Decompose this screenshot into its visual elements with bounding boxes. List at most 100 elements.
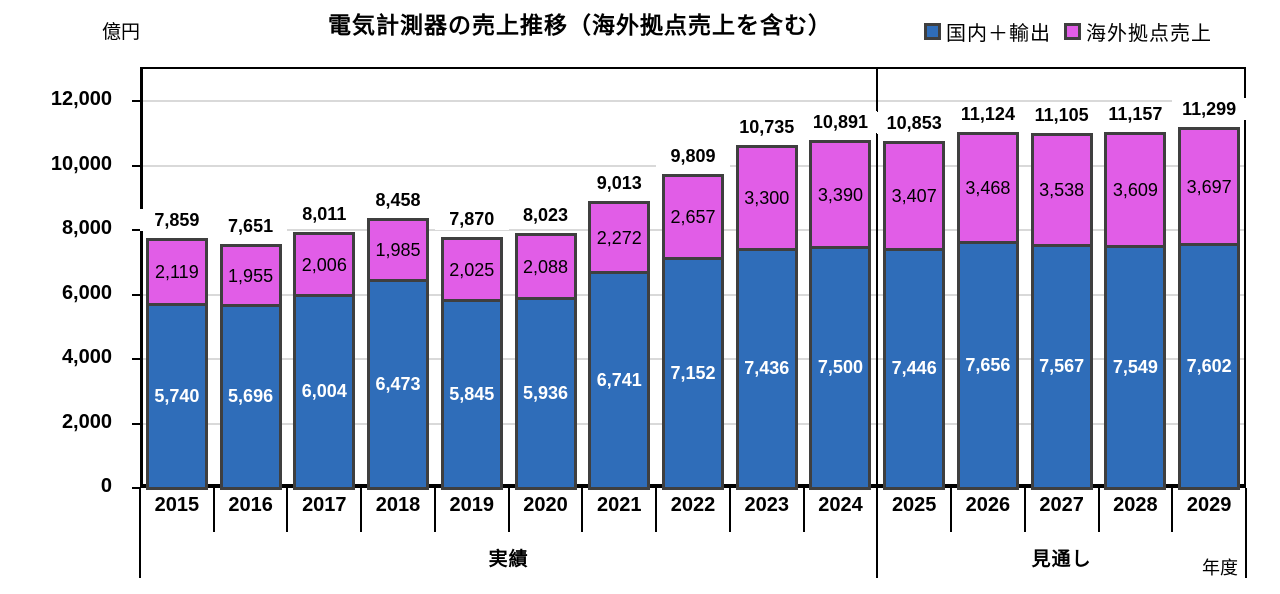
legend-label-overseas: 海外拠点売上: [1086, 23, 1212, 45]
year-label-2018: 2018: [375, 494, 421, 516]
bar-segment-domestic-2024: [809, 246, 871, 490]
bar-value-overseas-2025: 3,407: [891, 186, 937, 206]
bar-segment-domestic-2017: [293, 294, 355, 490]
year-label-2020: 2020: [523, 494, 568, 516]
y-axis-tick-2000-icon: [132, 422, 140, 425]
bar-total-label-2027: 11,105: [1024, 104, 1099, 126]
legend: 国内＋輸出 海外拠点売上: [924, 17, 1212, 46]
x-axis-tick-icon: [728, 488, 731, 532]
bar-value-overseas-2017: 2,006: [301, 254, 347, 275]
bar-total-label-2015: 7,859: [140, 209, 214, 231]
bar-segment-overseas-2028: [1104, 132, 1166, 248]
bar-value-domestic-2023: 7,436: [744, 358, 790, 378]
axis-group-divider-2: [1245, 488, 1247, 578]
bar-segment-overseas-2018: [367, 218, 429, 282]
year-label-2027: 2027: [1039, 494, 1084, 516]
year-label-2016: 2016: [228, 494, 273, 516]
year-label-2023: 2023: [744, 494, 789, 516]
bar-total-label-2025: 10,853: [877, 112, 952, 134]
legend-swatch-overseas-icon: [1064, 23, 1081, 40]
y-axis-tick-12000-icon: [132, 100, 140, 102]
year-label-2026: 2026: [965, 494, 1011, 516]
bar-segment-domestic-2027: [1031, 244, 1093, 490]
bar-value-domestic-2015: 5,740: [154, 385, 200, 406]
bar-total-label-2022: 9,809: [656, 145, 730, 167]
bar-value-overseas-2021: 2,272: [596, 227, 642, 248]
actual-forecast-separator-line: [876, 67, 879, 488]
x-axis-tick-icon: [802, 488, 805, 532]
bar-value-overseas-2015: 2,119: [155, 262, 199, 282]
gridline-12000: [143, 100, 1244, 102]
legend-swatch-domestic-icon: [924, 23, 941, 40]
bar-segment-overseas-2026: [957, 132, 1019, 244]
bar-segment-overseas-2016: [220, 244, 282, 307]
bar-value-domestic-2018: 6,473: [375, 373, 421, 394]
x-axis-tick-icon: [1023, 488, 1026, 532]
bar-segment-domestic-2019: [441, 299, 503, 490]
year-label-2028: 2028: [1113, 494, 1158, 516]
year-label-2017: 2017: [302, 494, 347, 516]
bar-value-overseas-2026: 3,468: [965, 178, 1011, 198]
y-axis-tick-10000-icon: [132, 164, 140, 167]
y-axis-tick-0-icon: [132, 487, 140, 489]
bar-value-domestic-2022: 7,152: [670, 362, 716, 383]
bar-segment-overseas-2024: [809, 140, 871, 249]
bar-value-overseas-2024: 3,390: [817, 184, 863, 205]
bar-value-overseas-2018: 1,985: [375, 240, 421, 260]
bar-segment-overseas-2023: [736, 145, 798, 251]
year-label-2022: 2022: [670, 494, 716, 516]
bar-segment-domestic-2023: [736, 248, 798, 490]
legend-item-domestic: 国内＋輸出: [924, 17, 1051, 46]
bar-value-domestic-2020: 5,936: [522, 382, 569, 403]
x-axis-tick-icon: [433, 488, 436, 532]
legend-item-overseas: 海外拠点売上: [1064, 17, 1212, 46]
bar-total-label-2024: 10,891: [803, 111, 878, 133]
bar-segment-overseas-2020: [515, 233, 577, 300]
bar-total-label-2017: 8,011: [287, 203, 362, 225]
year-label-2019: 2019: [449, 494, 495, 516]
bar-segment-domestic-2029: [1178, 243, 1240, 490]
bar-value-overseas-2029: 3,697: [1186, 176, 1232, 197]
bar-total-label-2018: 8,458: [361, 189, 435, 211]
legend-label-domestic: 国内＋輸出: [946, 23, 1051, 45]
x-axis-tick-icon: [212, 488, 215, 532]
bar-segment-domestic-2020: [515, 297, 577, 490]
y-tick-label-0: 0: [100, 475, 112, 497]
bar-value-overseas-2020: 2,088: [522, 256, 569, 277]
axis-group-divider-1: [876, 488, 879, 578]
year-label-2024: 2024: [818, 494, 863, 516]
bar-segment-domestic-2026: [957, 241, 1019, 490]
y-tick-label-12000: 12,000: [50, 88, 112, 110]
year-label-2021: 2021: [597, 494, 642, 516]
axis-group-divider-0: [139, 488, 141, 578]
bar-total-label-2019: 7,870: [434, 208, 509, 230]
bar-segment-domestic-2022: [662, 257, 724, 490]
bar-segment-domestic-2025: [883, 248, 945, 490]
x-axis-tick-icon: [507, 488, 510, 532]
x-axis-tick-icon: [655, 488, 658, 532]
x-axis-unit-label: 年度: [1202, 558, 1238, 578]
year-label-2025: 2025: [891, 494, 937, 516]
bar-value-overseas-2028: 3,609: [1112, 180, 1158, 200]
bar-segment-overseas-2019: [441, 237, 503, 302]
bar-segment-overseas-2015: [146, 238, 208, 306]
bar-segment-domestic-2028: [1104, 245, 1166, 490]
bar-total-label-2026: 11,124: [951, 103, 1025, 125]
y-tick-label-8000: 8,000: [61, 217, 112, 239]
y-tick-label-2000: 2,000: [61, 410, 112, 433]
bar-segment-domestic-2021: [588, 271, 650, 490]
bar-value-domestic-2016: 5,696: [228, 386, 274, 406]
bar-total-label-2023: 10,735: [729, 116, 804, 138]
bar-value-overseas-2016: 1,955: [228, 265, 274, 286]
bar-total-label-2021: 9,013: [582, 172, 657, 194]
bar-segment-overseas-2022: [662, 174, 724, 260]
bar-value-domestic-2026: 7,656: [965, 354, 1011, 375]
y-axis-unit-label: 億円: [102, 22, 141, 43]
y-axis-tick-6000-icon: [132, 293, 140, 296]
x-axis-tick-icon: [1171, 488, 1174, 532]
chart-title: 電気計測器の売上推移（海外拠点売上を含む）: [328, 12, 832, 38]
x-axis-tick-icon: [1097, 488, 1100, 532]
bar-segment-overseas-2017: [293, 232, 355, 297]
bar-segment-domestic-2015: [146, 303, 208, 490]
x-axis-tick-icon: [286, 488, 289, 532]
